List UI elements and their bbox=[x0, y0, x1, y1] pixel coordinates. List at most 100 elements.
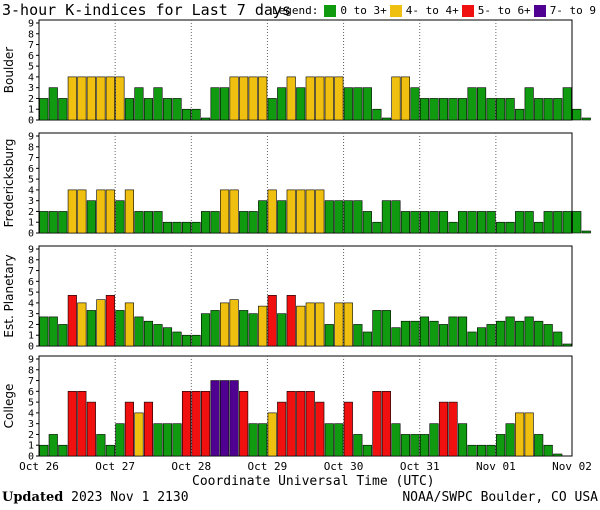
bar bbox=[334, 200, 344, 234]
bar bbox=[381, 117, 391, 121]
bar bbox=[505, 221, 515, 234]
bar bbox=[305, 189, 315, 234]
bar bbox=[343, 200, 353, 234]
bar bbox=[505, 316, 515, 347]
x-tick-label: Oct 29 bbox=[248, 460, 288, 473]
bar bbox=[305, 391, 315, 457]
bar bbox=[201, 391, 211, 457]
bar bbox=[524, 87, 534, 121]
bar bbox=[477, 87, 487, 121]
y-tick-label: 2 bbox=[28, 320, 34, 331]
bar bbox=[391, 327, 401, 347]
bar bbox=[286, 189, 296, 234]
bar bbox=[572, 211, 582, 234]
bar bbox=[77, 76, 87, 121]
bar bbox=[457, 423, 468, 457]
bar bbox=[334, 76, 344, 121]
bar bbox=[296, 87, 306, 121]
bar bbox=[143, 320, 154, 347]
bar bbox=[220, 189, 230, 234]
bar bbox=[267, 295, 277, 347]
y-tick-label: 6 bbox=[28, 387, 34, 398]
bar bbox=[229, 76, 239, 121]
bar bbox=[105, 76, 115, 121]
bar bbox=[410, 320, 420, 347]
credit-text: NOAA/SWPC Boulder, CO USA bbox=[402, 490, 598, 505]
panel-frame bbox=[38, 132, 573, 234]
bar bbox=[496, 98, 506, 121]
bar bbox=[86, 200, 96, 234]
y-tick-label: 9 bbox=[28, 19, 34, 30]
bar bbox=[400, 76, 410, 121]
bar bbox=[448, 221, 458, 234]
bar bbox=[372, 108, 382, 121]
bar bbox=[562, 343, 572, 347]
bar bbox=[524, 412, 534, 457]
y-tick-label: 2 bbox=[28, 430, 34, 441]
bar bbox=[419, 316, 430, 347]
y-tick-label: 8 bbox=[28, 142, 34, 153]
y-axis-label: College bbox=[2, 384, 16, 429]
bar bbox=[562, 87, 572, 121]
y-tick-label: 8 bbox=[28, 255, 34, 266]
bar bbox=[400, 320, 410, 347]
bar bbox=[486, 324, 496, 347]
bar bbox=[172, 331, 182, 347]
x-tick-label: Oct 28 bbox=[171, 460, 211, 473]
bar bbox=[39, 316, 49, 347]
bar bbox=[353, 434, 363, 457]
bar bbox=[48, 211, 58, 234]
bar bbox=[153, 324, 163, 347]
bar bbox=[391, 76, 401, 121]
bar bbox=[258, 305, 268, 347]
bar bbox=[391, 423, 401, 457]
y-tick-label: 8 bbox=[28, 29, 34, 40]
bar bbox=[67, 295, 77, 347]
bar bbox=[429, 211, 439, 234]
y-tick-label: 3 bbox=[28, 419, 34, 430]
bar bbox=[115, 310, 125, 347]
bar bbox=[210, 310, 220, 347]
bar bbox=[343, 87, 353, 121]
legend-text-quiet: 0 to 3+ bbox=[340, 4, 387, 17]
bar bbox=[143, 98, 154, 121]
bar bbox=[400, 211, 410, 234]
bar bbox=[429, 320, 439, 347]
bar bbox=[124, 401, 134, 457]
bar bbox=[581, 117, 591, 121]
bar bbox=[315, 401, 325, 457]
bar bbox=[124, 98, 134, 121]
bar bbox=[324, 324, 334, 347]
bar bbox=[467, 331, 477, 347]
y-tick-label: 6 bbox=[28, 164, 34, 175]
x-tick-label: Oct 30 bbox=[324, 460, 364, 473]
y-tick-label: 7 bbox=[28, 266, 34, 277]
bar bbox=[201, 211, 211, 234]
legend-swatch-severe bbox=[533, 4, 546, 17]
bar bbox=[239, 211, 249, 234]
bar bbox=[534, 434, 544, 457]
bar bbox=[239, 310, 249, 347]
x-tick-label: Oct 31 bbox=[400, 460, 440, 473]
bar bbox=[181, 391, 192, 457]
bar bbox=[524, 316, 534, 347]
bar bbox=[362, 331, 372, 347]
bar bbox=[181, 334, 192, 347]
bar bbox=[48, 434, 58, 457]
bar bbox=[315, 189, 325, 234]
bar bbox=[305, 302, 315, 347]
bar bbox=[419, 434, 430, 457]
legend-item-severe: 7- to 9 bbox=[533, 4, 596, 17]
y-tick-label: 7 bbox=[28, 153, 34, 164]
bar bbox=[467, 211, 477, 234]
bar bbox=[229, 380, 239, 457]
y-tick-label: 3 bbox=[28, 309, 34, 320]
y-tick-label: 7 bbox=[28, 376, 34, 387]
bar bbox=[96, 189, 106, 234]
y-tick-label: 4 bbox=[28, 185, 34, 196]
y-tick-label: 2 bbox=[28, 94, 34, 105]
bar bbox=[543, 324, 553, 347]
legend-text-storm: 5- to 6+ bbox=[477, 4, 531, 17]
x-axis-title: Coordinate Universal Time (UTC) bbox=[192, 474, 435, 489]
